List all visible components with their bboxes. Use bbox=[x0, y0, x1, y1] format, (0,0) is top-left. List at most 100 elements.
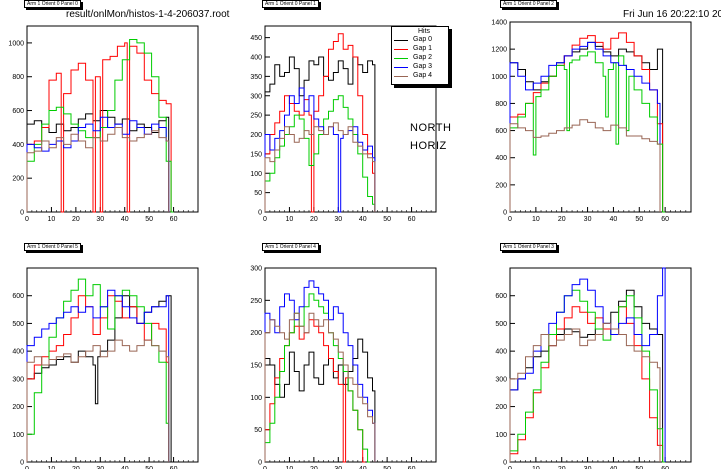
series-line-gap-0 bbox=[264, 338, 376, 462]
x-tick-label: 40 bbox=[121, 216, 129, 223]
series-line-gap-0 bbox=[264, 56, 376, 212]
series-line-gap-4 bbox=[26, 127, 170, 212]
series-line-gap-3 bbox=[509, 267, 666, 462]
y-tick-label: 1200 bbox=[491, 47, 507, 54]
series-line-gap-0 bbox=[26, 110, 170, 212]
x-tick-label: 0 bbox=[25, 216, 29, 223]
legend-label: Gap 0 bbox=[413, 36, 433, 43]
legend-swatch bbox=[394, 49, 408, 50]
date-label: Fri Jun 16 20:22:10 2006 bbox=[623, 9, 721, 20]
y-tick-label: 400 bbox=[12, 142, 24, 149]
y-tick-label: 1000 bbox=[491, 74, 507, 81]
annotation-horiz: HORIZ bbox=[410, 140, 447, 152]
x-tick-label: 40 bbox=[121, 466, 129, 469]
x-tick-label: 20 bbox=[72, 466, 80, 469]
series-line-gap-2 bbox=[509, 51, 666, 213]
y-tick-label: 0 bbox=[258, 460, 262, 467]
x-tick-label: 20 bbox=[558, 466, 566, 469]
x-tick-label: 0 bbox=[508, 466, 512, 469]
x-tick-label: 10 bbox=[532, 466, 540, 469]
x-tick-label: 30 bbox=[334, 466, 342, 469]
x-tick-label: 30 bbox=[334, 216, 342, 223]
x-tick-label: 30 bbox=[584, 216, 592, 223]
y-tick-label: 100 bbox=[250, 395, 262, 402]
y-tick-label: 50 bbox=[254, 427, 262, 434]
legend-item: Gap 2 bbox=[394, 54, 446, 62]
y-tick-label: 600 bbox=[12, 108, 24, 115]
y-tick-label: 200 bbox=[495, 404, 507, 411]
series-line-gap-1 bbox=[264, 33, 376, 213]
y-tick-label: 0 bbox=[258, 210, 262, 217]
y-tick-label: 300 bbox=[250, 266, 262, 273]
x-tick-label: 20 bbox=[72, 216, 80, 223]
y-tick-label: 300 bbox=[250, 93, 262, 100]
y-tick-label: 100 bbox=[12, 432, 24, 439]
y-tick-label: 0 bbox=[20, 210, 24, 217]
y-tick-label: 400 bbox=[495, 349, 507, 356]
legend-label: Gap 4 bbox=[413, 72, 433, 79]
y-tick-label: 200 bbox=[250, 330, 262, 337]
y-tick-label: 300 bbox=[495, 376, 507, 383]
x-tick-label: 30 bbox=[96, 466, 104, 469]
y-tick-label: 600 bbox=[495, 128, 507, 135]
x-tick-label: 60 bbox=[170, 216, 178, 223]
y-tick-label: 200 bbox=[12, 404, 24, 411]
y-tick-label: 800 bbox=[495, 101, 507, 108]
legend-swatch bbox=[394, 40, 408, 41]
y-tick-label: 100 bbox=[250, 171, 262, 178]
y-tick-label: 150 bbox=[250, 151, 262, 158]
x-tick-label: 10 bbox=[48, 466, 56, 469]
series-line-gap-1 bbox=[509, 32, 666, 213]
y-tick-label: 800 bbox=[12, 74, 24, 81]
y-tick-label: 50 bbox=[254, 190, 262, 197]
x-tick-label: 40 bbox=[359, 466, 367, 469]
y-tick-label: 1400 bbox=[491, 20, 507, 27]
y-tick-label: 500 bbox=[495, 321, 507, 328]
series-line-gap-2 bbox=[264, 95, 376, 212]
x-tick-label: 60 bbox=[661, 466, 669, 469]
y-tick-label: 200 bbox=[495, 182, 507, 189]
y-tick-label: 100 bbox=[495, 432, 507, 439]
y-tick-label: 400 bbox=[495, 155, 507, 162]
panel-title: Arm 1 Orient 0 Panel 2 bbox=[500, 0, 557, 8]
legend-label: Gap 3 bbox=[413, 63, 433, 70]
legend-label: Gap 1 bbox=[413, 45, 433, 52]
x-tick-label: 10 bbox=[286, 216, 294, 223]
x-tick-label: 60 bbox=[170, 466, 178, 469]
y-tick-label: 200 bbox=[250, 132, 262, 139]
panel-title: Arm 1 Orient 0 Panel 5 bbox=[24, 243, 81, 251]
x-tick-label: 40 bbox=[610, 466, 618, 469]
x-tick-label: 30 bbox=[96, 216, 104, 223]
x-tick-label: 10 bbox=[286, 466, 294, 469]
annotation-north: NORTH bbox=[410, 122, 452, 134]
x-tick-label: 10 bbox=[532, 216, 540, 223]
series-line-gap-3 bbox=[264, 280, 376, 462]
legend-item: Gap 4 bbox=[394, 72, 446, 80]
y-tick-label: 0 bbox=[503, 210, 507, 217]
y-tick-label: 500 bbox=[12, 321, 24, 328]
legend-swatch bbox=[394, 76, 408, 77]
legend-item: Gap 1 bbox=[394, 45, 446, 53]
y-tick-label: 250 bbox=[250, 298, 262, 305]
y-tick-label: 0 bbox=[20, 460, 24, 467]
y-tick-label: 600 bbox=[12, 293, 24, 300]
legend-swatch bbox=[394, 58, 408, 59]
series-line-gap-2 bbox=[26, 278, 170, 462]
legend-title: Hits bbox=[418, 28, 431, 35]
series-line-gap-4 bbox=[26, 339, 170, 462]
series-line-gap-3 bbox=[509, 41, 661, 212]
y-tick-label: 600 bbox=[495, 293, 507, 300]
y-tick-label: 0 bbox=[503, 460, 507, 467]
series-line-gap-3 bbox=[264, 87, 376, 213]
x-tick-label: 50 bbox=[635, 466, 643, 469]
plot-frame bbox=[26, 25, 199, 213]
y-tick-label: 200 bbox=[12, 176, 24, 183]
y-tick-label: 250 bbox=[250, 113, 262, 120]
series-line-gap-2 bbox=[26, 39, 174, 213]
y-tick-label: 400 bbox=[12, 349, 24, 356]
x-tick-label: 60 bbox=[408, 466, 416, 469]
legend-label: Gap 2 bbox=[413, 54, 433, 61]
legend-item: Gap 3 bbox=[394, 63, 446, 71]
series-line-gap-4 bbox=[509, 322, 661, 462]
